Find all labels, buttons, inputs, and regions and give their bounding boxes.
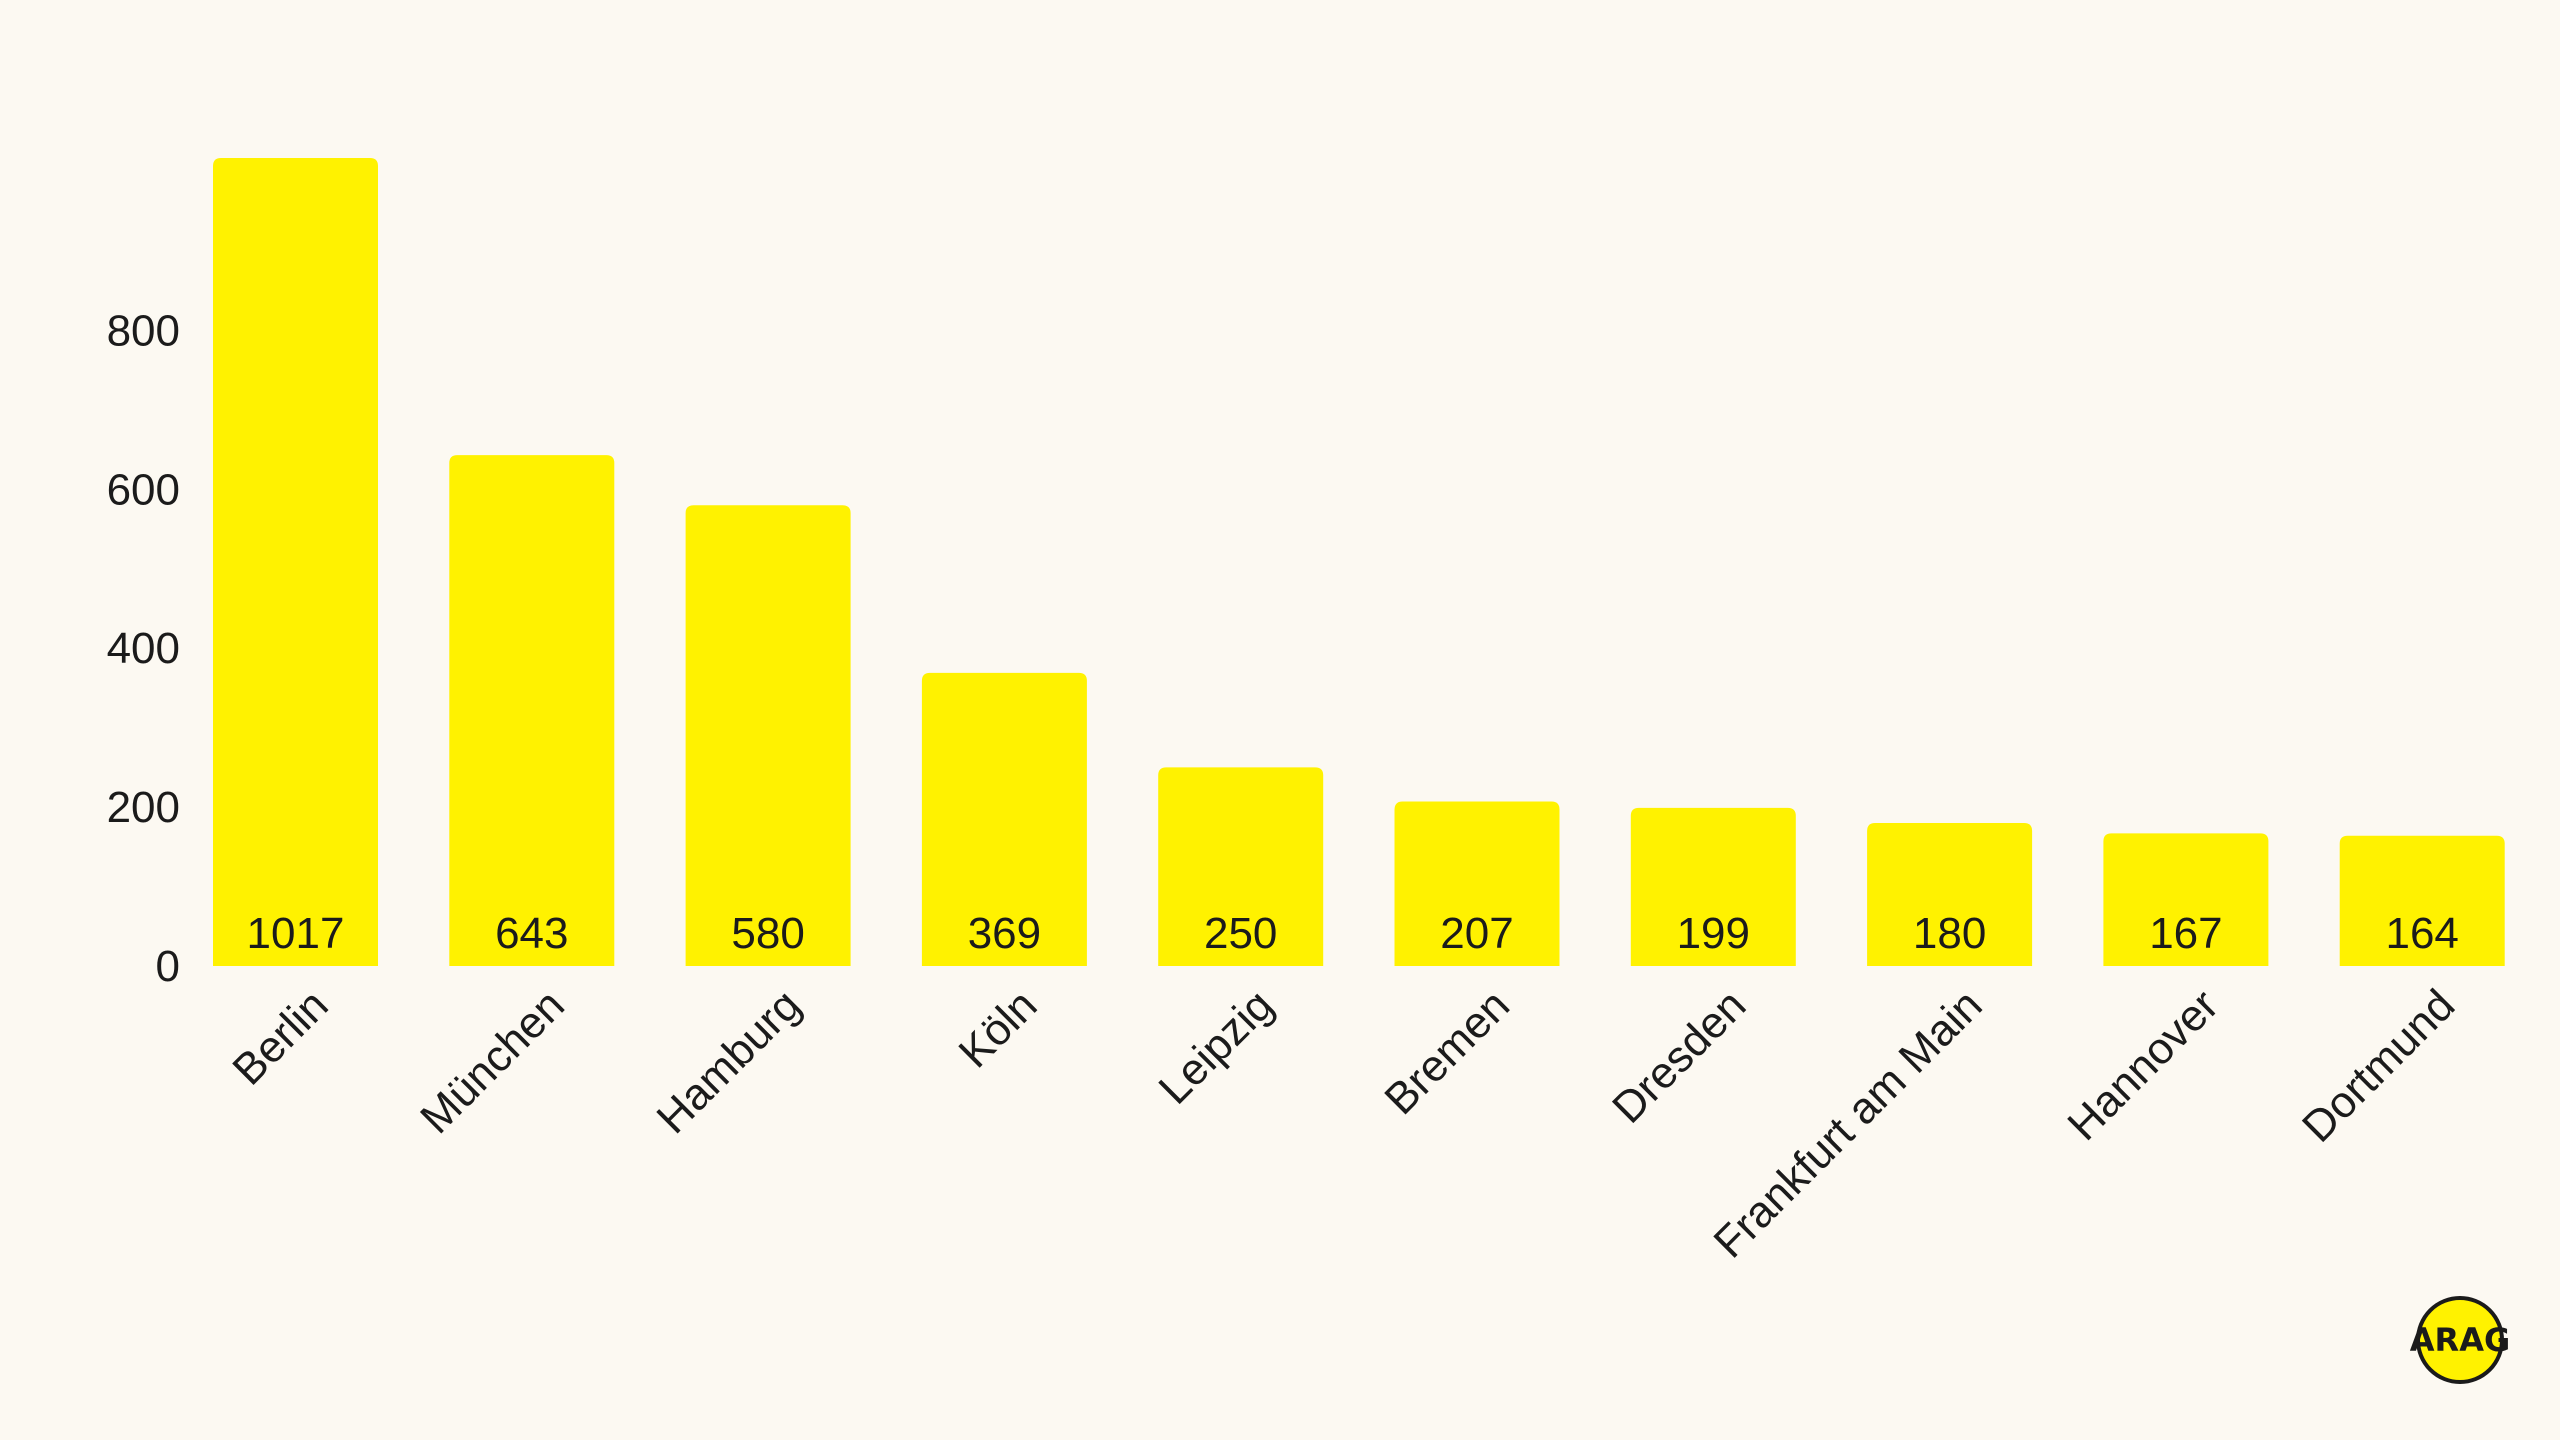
bar bbox=[1630, 807, 1796, 966]
bar-value-label: 580 bbox=[731, 909, 804, 958]
bar-value-label: 1017 bbox=[247, 909, 345, 958]
arag-logo-text: ARAG bbox=[2410, 1321, 2510, 1359]
bar bbox=[2339, 835, 2505, 966]
x-tick-label: Berlin bbox=[223, 980, 337, 1094]
y-tick-label: 400 bbox=[107, 624, 180, 673]
x-tick-label: Dresden bbox=[1603, 980, 1755, 1132]
bar bbox=[1867, 822, 2033, 966]
bar-value-label: 167 bbox=[2149, 909, 2222, 958]
x-tick-label: Köln bbox=[950, 980, 1047, 1077]
value-labels: 1017 643 580 369 250 207 199 180 167 164 bbox=[247, 909, 2459, 958]
bar-value-label: 164 bbox=[2385, 909, 2458, 958]
y-axis: 0 200 400 600 800 bbox=[107, 306, 180, 991]
x-tick-label: München bbox=[411, 980, 574, 1143]
x-tick-label: Bremen bbox=[1375, 980, 1519, 1124]
bar-value-label: 250 bbox=[1204, 909, 1277, 958]
y-tick-label: 0 bbox=[156, 942, 180, 991]
y-tick-label: 800 bbox=[107, 306, 180, 355]
x-tick-label: Leipzig bbox=[1150, 980, 1283, 1113]
y-tick-label: 600 bbox=[107, 465, 180, 514]
bar-value-label: 207 bbox=[1440, 909, 1513, 958]
bar bbox=[1158, 767, 1324, 966]
arag-logo: ARAG bbox=[2410, 1296, 2510, 1384]
bar-value-label: 643 bbox=[495, 909, 568, 958]
y-tick-label: 200 bbox=[107, 783, 180, 832]
bar-value-label: 180 bbox=[1913, 909, 1986, 958]
x-axis: Berlin München Hamburg Köln Leipzig Bremen Dre… bbox=[223, 980, 2464, 1267]
bar bbox=[449, 455, 615, 966]
bar bbox=[685, 505, 851, 966]
bar bbox=[1394, 801, 1560, 966]
arag-logo-badge bbox=[2416, 1296, 2504, 1384]
bar bbox=[2103, 833, 2269, 966]
bar-value-label: 199 bbox=[1677, 909, 1750, 958]
bars bbox=[213, 158, 2505, 966]
x-tick-label: Frankfurt am Main bbox=[1705, 980, 1992, 1267]
x-tick-label: Hamburg bbox=[648, 980, 811, 1143]
bar-value-label: 369 bbox=[968, 909, 1041, 958]
x-tick-label: Hannover bbox=[2058, 980, 2228, 1150]
bar bbox=[213, 158, 378, 966]
x-tick-label: Dortmund bbox=[2293, 980, 2464, 1151]
bar bbox=[921, 672, 1087, 966]
